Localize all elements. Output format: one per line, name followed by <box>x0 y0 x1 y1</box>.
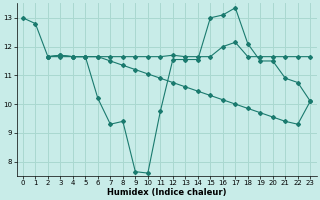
X-axis label: Humidex (Indice chaleur): Humidex (Indice chaleur) <box>107 188 226 197</box>
